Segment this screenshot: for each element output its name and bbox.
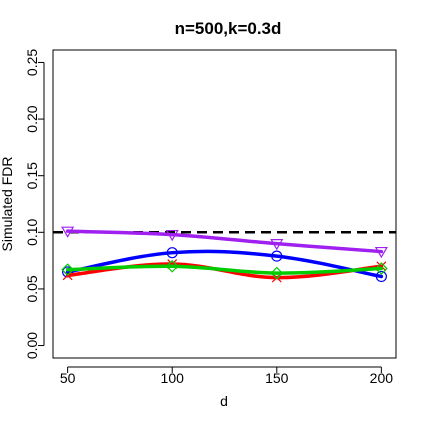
series-1 <box>62 247 387 283</box>
series-line <box>65 264 384 275</box>
axes: 50 100 150 200 0.00 0.05 0.10 0.15 0.20 0.25 <box>24 49 393 386</box>
data-point-circle <box>271 250 283 262</box>
data-point-triangle <box>61 226 75 238</box>
data-point-diamond <box>61 263 74 277</box>
x-tick-label: 100 <box>161 370 185 386</box>
data-point-circle <box>166 247 178 259</box>
series-0 <box>61 226 388 259</box>
series-3 <box>61 259 388 280</box>
series-line <box>65 249 384 279</box>
data-point-diamond <box>270 266 284 280</box>
y-tick-label: 0.20 <box>24 105 40 132</box>
data-point-diamond <box>165 259 179 273</box>
x-tick-label: 200 <box>370 370 394 386</box>
x-tick-label: 150 <box>265 370 289 386</box>
y-tick-label: 0.10 <box>24 218 40 245</box>
y-tick-label: 0.05 <box>24 275 40 302</box>
y-tick-label: 0.25 <box>24 49 40 76</box>
data-point-circle <box>375 270 387 283</box>
x-axis-label: d <box>220 393 228 409</box>
plot-frame <box>52 49 397 359</box>
data-point-triangle <box>165 229 179 242</box>
series-line <box>65 229 384 254</box>
data-point-diamond <box>375 262 388 275</box>
y-tick-label: 0.00 <box>24 332 40 359</box>
chart-title: n=500,k=0.3d <box>175 19 282 38</box>
series-group <box>61 226 388 283</box>
data-point-triangle <box>270 239 284 251</box>
x-tick-label: 50 <box>60 370 76 386</box>
y-axis-label: Simulated FDR <box>0 157 15 252</box>
data-point-triangle <box>374 246 388 259</box>
y-tick-label: 0.15 <box>24 162 40 189</box>
